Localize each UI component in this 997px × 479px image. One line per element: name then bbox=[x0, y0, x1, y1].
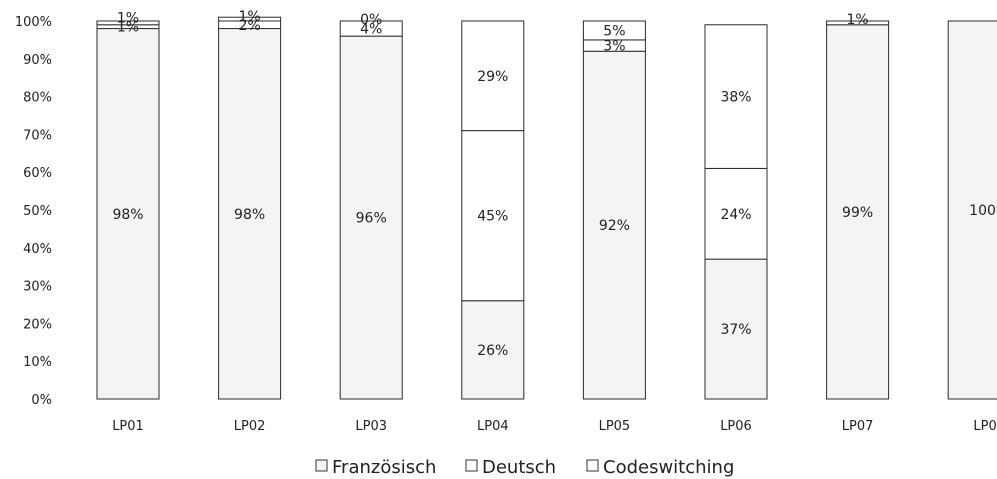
data-label: 1% bbox=[238, 9, 260, 25]
bar-group-lp04 bbox=[461, 20, 525, 400]
data-label: 98% bbox=[112, 207, 143, 223]
bar-segment-französisch bbox=[461, 300, 525, 400]
legend-swatch bbox=[586, 459, 599, 472]
legend-label: Deutsch bbox=[482, 457, 556, 478]
data-label: 26% bbox=[477, 343, 508, 359]
data-label: 3% bbox=[603, 39, 625, 55]
data-label: 98% bbox=[234, 207, 265, 223]
data-label: 100% bbox=[969, 203, 997, 219]
bar-group-lp05 bbox=[582, 20, 646, 400]
legend-swatch bbox=[315, 459, 328, 472]
bar-group-lp01 bbox=[96, 20, 160, 400]
x-tick-label: LP04 bbox=[477, 419, 509, 434]
y-tick-label: 20% bbox=[23, 317, 52, 332]
bar-segment-französisch bbox=[96, 28, 160, 400]
y-tick-label: 60% bbox=[23, 166, 52, 181]
data-label: 92% bbox=[599, 218, 630, 234]
bar-group-lp07 bbox=[826, 20, 890, 400]
data-label: 99% bbox=[842, 205, 873, 221]
bar-segment-codeswitching bbox=[582, 20, 646, 41]
y-tick-label: 10% bbox=[23, 355, 52, 370]
bar-group-lp02 bbox=[218, 16, 282, 400]
data-label: 96% bbox=[356, 211, 387, 227]
data-label: 37% bbox=[720, 322, 751, 338]
plot-area: 98%1%1%98%2%1%96%4%0%26%45%29%92%3%5%37%… bbox=[96, 9, 997, 400]
x-tick-label: LP02 bbox=[234, 419, 266, 434]
bar-segment-codeswitching bbox=[218, 16, 282, 22]
bar-segment-französisch bbox=[339, 35, 403, 400]
x-axis: LP01 LP02 LP03 LP04 LP05 LP06 LP07 LP08 bbox=[112, 419, 997, 434]
data-label: 1% bbox=[117, 11, 139, 27]
x-tick-label: LP08 bbox=[973, 419, 997, 434]
y-tick-label: 70% bbox=[23, 128, 52, 143]
y-tick-label: 100% bbox=[15, 15, 52, 30]
bar-segment-französisch bbox=[826, 24, 890, 400]
bar-segment-französisch bbox=[218, 28, 282, 400]
data-labels: 98%1%1%98%2%1%96%4%0%26%45%29%92%3%5%37%… bbox=[112, 9, 997, 359]
y-tick-label: 30% bbox=[23, 280, 52, 295]
x-tick-label: LP03 bbox=[355, 419, 387, 434]
data-label: 0% bbox=[360, 12, 382, 28]
data-label: 4% bbox=[360, 22, 382, 38]
data-label: 45% bbox=[477, 209, 508, 225]
bar-segment-codeswitching bbox=[461, 20, 525, 132]
bar-segment-codeswitching bbox=[826, 20, 890, 26]
data-label: 1% bbox=[117, 20, 139, 36]
legend-label: Codeswitching bbox=[603, 457, 734, 478]
legend-swatch bbox=[465, 459, 478, 472]
x-tick-label: LP05 bbox=[599, 419, 631, 434]
bar-segment-codeswitching bbox=[96, 20, 160, 26]
data-label: 38% bbox=[720, 90, 751, 106]
bar-group-lp03 bbox=[339, 20, 403, 400]
y-tick-label: 40% bbox=[23, 242, 52, 257]
bar-segment-französisch bbox=[947, 20, 997, 400]
y-axis: 0% 10% 20% 30% 40% 50% 60% 70% 80% 90% 100% bbox=[15, 15, 52, 408]
bar-segment-codeswitching bbox=[704, 24, 768, 169]
data-label: 24% bbox=[720, 207, 751, 223]
data-label: 29% bbox=[477, 69, 508, 85]
data-label: 5% bbox=[603, 23, 625, 39]
data-label: 1% bbox=[846, 12, 868, 28]
bar-segment-französisch bbox=[582, 50, 646, 400]
legend-label: Französisch bbox=[332, 457, 436, 478]
bar-group-lp08 bbox=[947, 20, 997, 400]
y-tick-label: 80% bbox=[23, 91, 52, 106]
x-tick-label: LP07 bbox=[842, 419, 874, 434]
x-tick-label: LP06 bbox=[720, 419, 752, 434]
bar-segment-französisch bbox=[704, 258, 768, 400]
y-tick-label: 90% bbox=[23, 53, 52, 68]
x-tick-label: LP01 bbox=[112, 419, 144, 434]
bar-segment-deutsch bbox=[339, 20, 403, 37]
y-tick-label: 0% bbox=[31, 393, 52, 408]
data-label: 2% bbox=[238, 18, 260, 34]
bar-segment-deutsch bbox=[704, 167, 768, 260]
legend: Französisch Deutsch Codeswitching bbox=[315, 457, 734, 478]
y-tick-label: 50% bbox=[23, 204, 52, 219]
bar-segment-deutsch bbox=[461, 130, 525, 302]
bar-group-lp06 bbox=[704, 24, 768, 400]
